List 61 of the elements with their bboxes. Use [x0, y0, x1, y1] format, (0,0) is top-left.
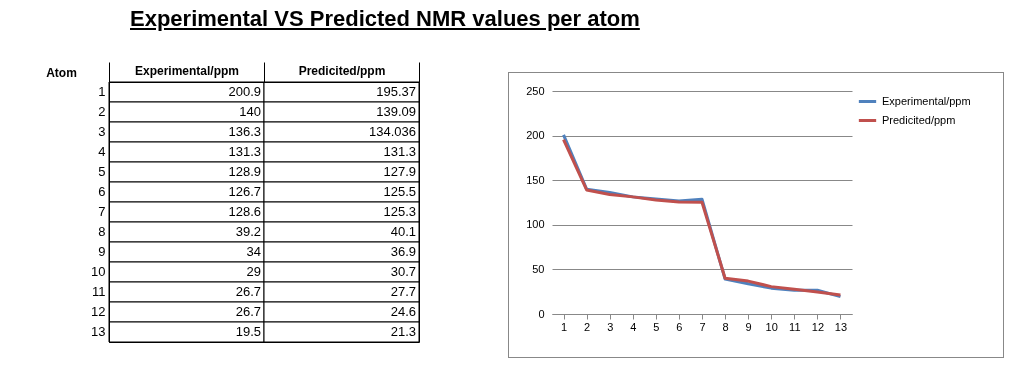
y-tick-label: 12 [91, 304, 106, 319]
y-tick-label: 7 [98, 204, 106, 219]
data-label: 39.2 [235, 224, 261, 239]
x-tick-label: 4 [630, 320, 637, 333]
data-label: 128.9 [228, 164, 261, 179]
data-label: 34 [246, 244, 261, 259]
data-label: 36.9 [390, 244, 416, 259]
x-tick-label: 7 [699, 320, 706, 333]
y-tick-label: 150 [526, 173, 545, 186]
data-label: 128.6 [228, 204, 261, 219]
data-label: 136.3 [228, 124, 261, 139]
y-tick-label: 9 [98, 244, 106, 259]
data-label: 26.7 [235, 304, 261, 319]
chart-title: Experimental VS Predicted NMR values per atom [130, 6, 640, 32]
legend-label: Experimental/ppm [882, 94, 971, 107]
y-tick-label: 11 [92, 284, 106, 299]
data-label: 26.7 [235, 284, 261, 299]
x-tick-label: 8 [722, 320, 729, 333]
data-label: 127.9 [383, 164, 416, 179]
data-label: 195.37 [376, 84, 416, 99]
y-tick-label: 100 [526, 218, 545, 231]
y-tick-label: 3 [98, 124, 106, 139]
x-tick-label: 9 [745, 320, 752, 333]
data-label: 27.7 [390, 284, 416, 299]
data-label: 30.7 [390, 264, 416, 279]
data-label: 139.09 [376, 104, 416, 119]
data-label: 131.3 [383, 144, 416, 159]
data-label: 125.3 [383, 204, 416, 219]
y-tick-label: 4 [98, 144, 106, 159]
x-tick-label: 13 [834, 320, 848, 333]
data-label: 131.3 [228, 144, 261, 159]
legend-label: Predicited/ppm [882, 113, 956, 126]
x-tick-label: 1 [560, 320, 568, 333]
data-label: 21.3 [390, 324, 416, 339]
x-tick-label: 12 [811, 320, 825, 333]
data-label: 125.5 [383, 184, 416, 199]
y-tick-label: 1 [98, 84, 106, 99]
x-tick-label: 3 [607, 320, 614, 333]
x-tick-label: 10 [765, 320, 778, 333]
data-label: 24.6 [390, 304, 416, 319]
data-label: 29 [246, 264, 261, 279]
y-tick-label: 50 [532, 262, 545, 275]
y-tick-label: 8 [98, 224, 106, 239]
y-tick-label: 6 [98, 184, 106, 199]
data-label: 40.1 [390, 224, 416, 239]
data-label: 140 [239, 104, 261, 119]
y-tick-label: 10 [91, 264, 106, 279]
y-tick-label: 5 [98, 164, 106, 179]
y-tick-label: 2 [98, 104, 106, 119]
data-label: 134.036 [369, 124, 416, 139]
data-label: 126.7 [228, 184, 261, 199]
y-axis-title: Atom [46, 65, 77, 80]
y-tick-label: 250 [526, 84, 545, 97]
y-tick-label: 200 [526, 129, 545, 142]
x-tick-label: 5 [653, 320, 660, 333]
x-tick-label: 11 [789, 320, 801, 333]
data-label: 19.5 [235, 324, 261, 339]
y-tick-label: 0 [538, 307, 545, 320]
x-tick-label: 2 [584, 320, 591, 333]
x-tick-label: 6 [676, 320, 683, 333]
data-label: 200.9 [228, 84, 261, 99]
